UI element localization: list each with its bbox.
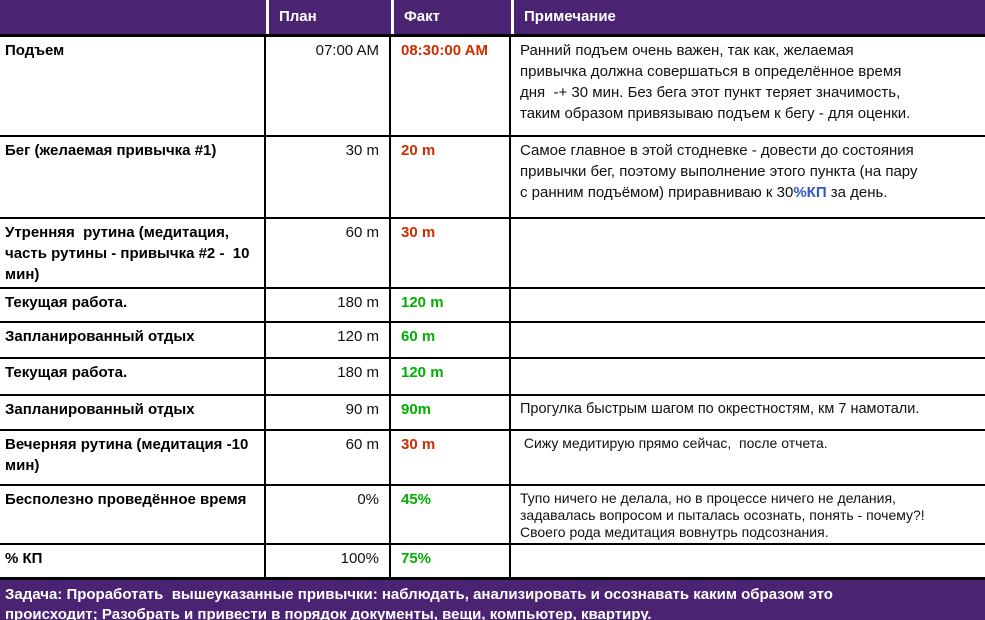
fact-value-cell[interactable]: 08:30:00 AM bbox=[391, 37, 511, 135]
table-row: % КП 100% 75% bbox=[0, 543, 985, 577]
header-cell-note: Примечание bbox=[511, 0, 985, 34]
fact-value-cell[interactable]: 45% bbox=[391, 486, 511, 543]
table-row: Запланированный отдых 120 m 60 m bbox=[0, 321, 985, 357]
task-name-cell[interactable]: Бег (желаемая привычка #1) bbox=[0, 137, 266, 217]
fact-value-cell[interactable]: 30 m bbox=[391, 431, 511, 484]
header-cell-plan: План bbox=[266, 0, 391, 34]
plan-value-cell[interactable]: 07:00 AM bbox=[266, 37, 391, 135]
note-cell[interactable]: Ранний подъем очень важен, так как, жела… bbox=[520, 42, 911, 122]
task-name-cell[interactable]: Утренняя рутина (медитация, часть рутины… bbox=[0, 219, 266, 287]
note-cell[interactable] bbox=[511, 323, 985, 357]
table-header-row: План Факт Примечание bbox=[0, 0, 985, 37]
kp-percent-accent: %КП bbox=[793, 184, 827, 201]
header-cell-fact: Факт bbox=[391, 0, 511, 34]
plan-value-cell[interactable]: 0% bbox=[266, 486, 391, 543]
plan-value-cell[interactable]: 60 m bbox=[266, 219, 391, 287]
table-row: Текущая работа. 180 m 120 m bbox=[0, 287, 985, 321]
note-text: за день. bbox=[826, 184, 888, 201]
task-name-cell[interactable]: Вечерняя рутина (медитация -10 мин) bbox=[0, 431, 266, 484]
plan-value-cell[interactable]: 90 m bbox=[266, 396, 391, 429]
task-name-cell[interactable]: Текущая работа. bbox=[0, 289, 266, 321]
task-name-cell[interactable]: Бесполезно проведённое время bbox=[0, 486, 266, 543]
note-cell[interactable]: Прогулка быстрым шагом по окрестностям, … bbox=[520, 401, 920, 417]
note-cell[interactable]: Тупо ничего не делала, но в процессе нич… bbox=[520, 490, 925, 540]
plan-value-cell[interactable]: 30 m bbox=[266, 137, 391, 217]
table-row: Бесполезно проведённое время 0% 45% Тупо… bbox=[0, 484, 985, 543]
fact-value-cell[interactable]: 90m bbox=[391, 396, 511, 429]
fact-value-cell[interactable]: 75% bbox=[391, 545, 511, 577]
note-text: Самое главное в этой стодневке - довести… bbox=[520, 142, 918, 201]
task-name-cell[interactable]: Запланированный отдых bbox=[0, 323, 266, 357]
plan-value-cell[interactable]: 60 m bbox=[266, 431, 391, 484]
header-cell-task bbox=[0, 0, 266, 34]
table-row: Запланированный отдых 90 m 90m Прогулка … bbox=[0, 394, 985, 429]
plan-value-cell[interactable]: 120 m bbox=[266, 323, 391, 357]
table-row: Подъем 07:00 AM 08:30:00 AM Ранний подъе… bbox=[0, 37, 985, 135]
fact-value-cell[interactable]: 120 m bbox=[391, 289, 511, 321]
plan-value-cell[interactable]: 180 m bbox=[266, 359, 391, 394]
table-row: Бег (желаемая привычка #1) 30 m 20 m Сам… bbox=[0, 135, 985, 217]
fact-value-cell[interactable]: 60 m bbox=[391, 323, 511, 357]
note-cell[interactable]: Сижу медитирую прямо сейчас, после отчет… bbox=[520, 435, 828, 451]
note-cell[interactable] bbox=[511, 219, 985, 287]
plan-value-cell[interactable]: 100% bbox=[266, 545, 391, 577]
note-cell[interactable] bbox=[511, 545, 985, 577]
fact-value-cell[interactable]: 30 m bbox=[391, 219, 511, 287]
table-row: Вечерняя рутина (медитация -10 мин) 60 m… bbox=[0, 429, 985, 484]
task-name-cell[interactable]: Запланированный отдых bbox=[0, 396, 266, 429]
fact-value-cell[interactable]: 120 m bbox=[391, 359, 511, 394]
note-cell[interactable] bbox=[511, 359, 985, 394]
table-row: Утренняя рутина (медитация, часть рутины… bbox=[0, 217, 985, 287]
note-cell[interactable] bbox=[511, 289, 985, 321]
task-name-cell[interactable]: Текущая работа. bbox=[0, 359, 266, 394]
task-name-cell[interactable]: Подъем bbox=[0, 37, 266, 135]
table-row: Текущая работа. 180 m 120 m bbox=[0, 357, 985, 394]
task-name-cell[interactable]: % КП bbox=[0, 545, 266, 577]
table-body: Подъем 07:00 AM 08:30:00 AM Ранний подъе… bbox=[0, 37, 985, 580]
plan-value-cell[interactable]: 180 m bbox=[266, 289, 391, 321]
note-cell[interactable]: Самое главное в этой стодневке - довести… bbox=[511, 137, 985, 217]
task-banner: Задача: Проработать вышеуказанные привыч… bbox=[0, 580, 985, 620]
fact-value-cell[interactable]: 20 m bbox=[391, 137, 511, 217]
